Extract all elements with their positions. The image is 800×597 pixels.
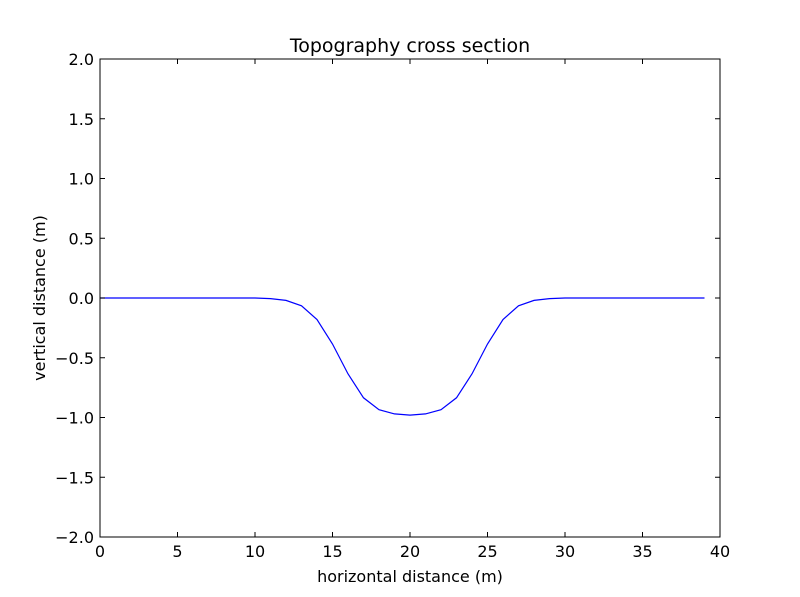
x-tick-label: 40 xyxy=(710,542,730,561)
x-tick-label: 30 xyxy=(555,542,575,561)
y-tick-label: 0.0 xyxy=(69,289,94,308)
y-tick-label: −1.5 xyxy=(55,468,94,487)
y-tick-label: 1.5 xyxy=(69,110,94,129)
x-tick-label: 5 xyxy=(172,542,182,561)
plot-area xyxy=(99,58,721,538)
x-tick-label: 10 xyxy=(245,542,265,561)
x-tick-label: 20 xyxy=(400,542,420,561)
x-axis-label: horizontal distance (m) xyxy=(317,567,503,586)
y-axis-label: vertical distance (m) xyxy=(30,215,49,381)
y-axis-ticks: 2.0 1.5 1.0 0.5 0.0 −0.5 −1.0 −1.5 −2.0 xyxy=(55,50,720,547)
y-tick-label: 2.0 xyxy=(69,50,94,69)
y-tick-label: 1.0 xyxy=(69,170,94,189)
series-line xyxy=(100,297,705,416)
x-tick-label: 35 xyxy=(632,542,652,561)
y-tick-label: −1.0 xyxy=(55,409,94,428)
chart-title: Topography cross section xyxy=(289,35,530,57)
x-tick-label: 25 xyxy=(477,542,497,561)
y-tick-label: −2.0 xyxy=(55,528,94,547)
x-axis-ticks: 0 5 10 15 20 25 30 35 40 xyxy=(95,59,730,561)
y-tick-label: 0.5 xyxy=(69,229,94,248)
x-tick-label: 15 xyxy=(322,542,342,561)
x-tick-label: 0 xyxy=(95,542,105,561)
y-tick-label: −0.5 xyxy=(55,349,94,368)
